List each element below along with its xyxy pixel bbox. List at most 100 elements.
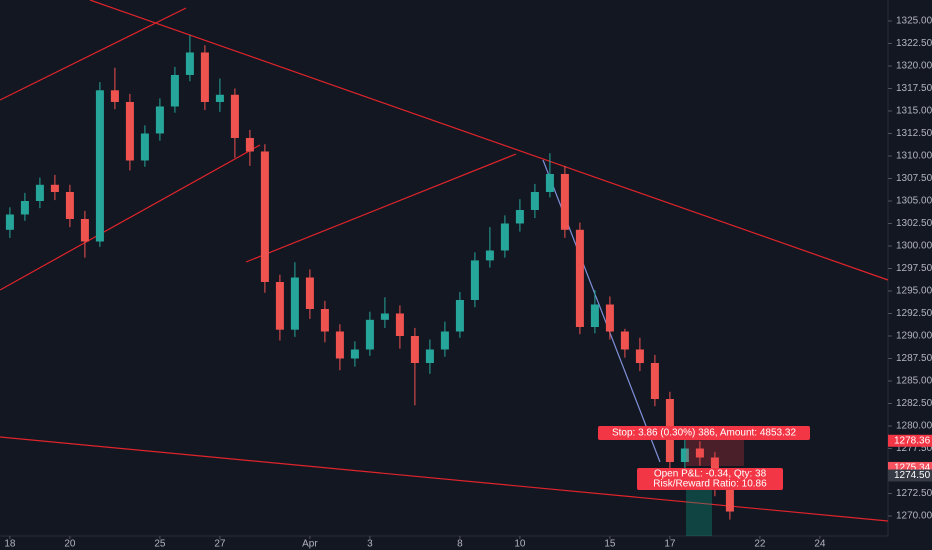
- y-tick-label: 1285.00: [896, 376, 932, 387]
- price-label: 1278.36: [894, 435, 931, 446]
- candle-body: [5, 214, 14, 230]
- y-tick-label: 1315.00: [896, 106, 932, 117]
- trend-line: [89, 0, 889, 281]
- candle-body: [365, 319, 374, 350]
- y-tick-label: 1290.00: [896, 331, 932, 342]
- x-tick-label: Apr: [302, 539, 318, 550]
- candle-body: [215, 94, 224, 102]
- y-tick-label: 1302.50: [896, 218, 932, 229]
- ratio-label: Risk/Reward Ratio: 10.86: [653, 479, 767, 490]
- stop-box: [598, 426, 810, 440]
- candle-body: [260, 151, 269, 282]
- candle-body: [275, 281, 284, 330]
- x-tick-label: 18: [4, 539, 16, 550]
- candle-body: [350, 349, 359, 359]
- candle-body: [395, 313, 404, 337]
- candle-body: [425, 349, 434, 364]
- candle-body: [305, 277, 314, 309]
- y-tick-label: 1297.50: [896, 263, 932, 274]
- y-tick-label: 1325.00: [896, 16, 932, 27]
- y-tick-label: 1317.50: [896, 83, 932, 94]
- candle-body: [320, 308, 329, 332]
- y-tick-label: 1312.50: [896, 128, 932, 139]
- trend-line: [0, 144, 261, 291]
- candle-body: [440, 331, 449, 350]
- y-tick-label: 1322.50: [896, 38, 932, 49]
- candle-body: [620, 331, 629, 350]
- y-tick-label: 1307.50: [896, 173, 932, 184]
- candle-body: [380, 313, 389, 320]
- candle-body: [95, 90, 104, 242]
- y-tick-label: 1270.00: [896, 511, 932, 522]
- candle-body: [470, 260, 479, 300]
- x-tick-label: 15: [604, 539, 616, 550]
- y-tick-label: 1280.00: [896, 421, 932, 432]
- stop-zone: [686, 438, 744, 466]
- pnl-box: [637, 468, 783, 490]
- candle-body: [590, 304, 599, 328]
- candle-body: [245, 137, 254, 152]
- candle-body: [515, 209, 524, 224]
- x-tick-label: 20: [64, 539, 76, 550]
- x-tick-label: 22: [754, 539, 766, 550]
- candle-body: [35, 184, 44, 201]
- x-tick-label: 10: [514, 539, 526, 550]
- candle-body: [605, 304, 614, 332]
- y-tick-label: 1300.00: [896, 241, 932, 252]
- candle-body: [170, 74, 179, 107]
- x-tick-label: 24: [814, 539, 826, 550]
- x-tick-label: 8: [457, 539, 463, 550]
- x-tick-label: 25: [154, 539, 166, 550]
- x-tick-label: 3: [367, 539, 373, 550]
- candle-body: [485, 250, 494, 261]
- candle-body: [140, 133, 149, 161]
- candle-body: [500, 223, 509, 251]
- candle-body: [455, 299, 464, 332]
- y-tick-label: 1310.00: [896, 151, 932, 162]
- y-tick-label: 1282.50: [896, 398, 932, 409]
- stop-label: Stop: 3.86 (0.30%) 386, Amount: 4853.32: [612, 428, 796, 439]
- price-label-box: [888, 469, 932, 482]
- candle-body: [635, 349, 644, 364]
- x-tick-label: 27: [214, 539, 226, 550]
- candle-body: [545, 173, 554, 192]
- pnl-label: Open P&L: -0.34, Qty: 38: [654, 469, 767, 480]
- y-tick-label: 1277.50: [896, 443, 932, 454]
- candle-body: [230, 94, 239, 138]
- candle-body: [65, 191, 74, 219]
- x-tick-label: 17: [664, 539, 676, 550]
- trend-line: [245, 153, 517, 263]
- candle-body: [20, 200, 29, 215]
- y-tick-label: 1292.50: [896, 308, 932, 319]
- price-label-box: [888, 434, 932, 447]
- candle-body: [290, 277, 299, 330]
- candle-body: [410, 336, 419, 364]
- y-tick-label: 1272.50: [896, 488, 932, 499]
- candle-body: [575, 229, 584, 328]
- price-label: 1274.50: [894, 470, 931, 481]
- candles: [5, 35, 734, 520]
- candle-body: [695, 448, 704, 458]
- position-tool: Stop: 3.86 (0.30%) 386, Amount: 4853.32 …: [598, 426, 810, 536]
- candle-body: [560, 173, 569, 230]
- candle-body: [650, 363, 659, 400]
- price-label: 1275.34: [894, 463, 931, 474]
- y-tick-label: 1287.50: [896, 353, 932, 364]
- candle-body: [110, 90, 119, 102]
- trend-lines: [0, 0, 889, 522]
- y-tick-label: 1320.00: [896, 61, 932, 72]
- candle-body: [530, 191, 539, 210]
- candle-body: [725, 489, 734, 512]
- candle-body: [200, 52, 209, 102]
- candle-body: [125, 101, 134, 161]
- candle-body: [50, 184, 59, 192]
- y-tick-label: 1305.00: [896, 196, 932, 207]
- candle-body: [80, 218, 89, 242]
- candle-body: [680, 448, 689, 463]
- candle-body: [155, 106, 164, 134]
- candle-body: [185, 52, 194, 75]
- y-tick-label: 1295.00: [896, 286, 932, 297]
- candle-body: [335, 331, 344, 359]
